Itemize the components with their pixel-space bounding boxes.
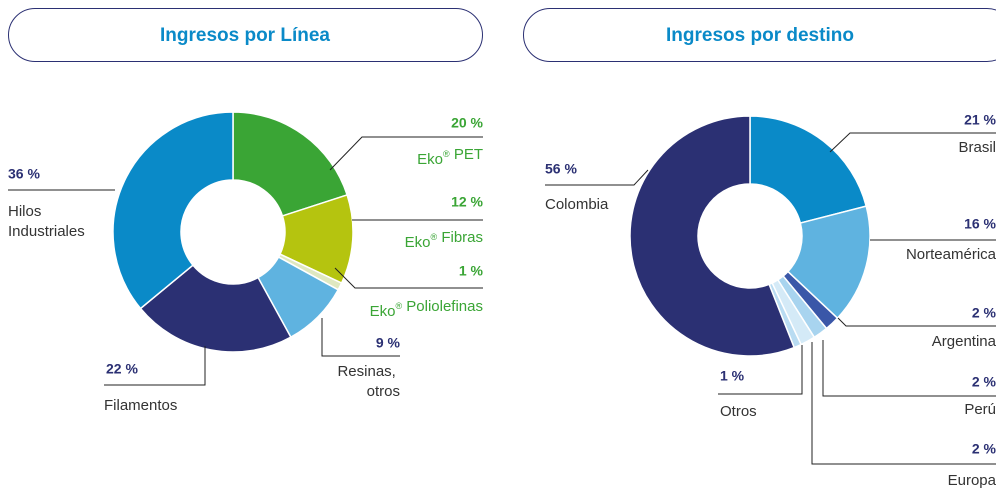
value-label: 1 % <box>459 263 484 279</box>
category-label: Eko® Poliolefinas <box>370 298 483 320</box>
category-label: Otros <box>720 403 757 420</box>
category-label: Hilos Industriales <box>8 203 85 240</box>
category-label: Filamentos <box>104 397 177 414</box>
category-label: Perú <box>964 401 996 418</box>
category-label: Colombia <box>545 196 609 213</box>
value-label: 20 % <box>451 115 483 131</box>
category-label: Norteamérica <box>906 246 996 263</box>
value-label: 9 % <box>376 335 401 351</box>
value-label: 16 % <box>964 216 996 232</box>
value-label: 2 % <box>972 441 996 457</box>
value-label: 1 % <box>720 368 745 384</box>
value-label: 21 % <box>964 112 996 128</box>
value-label: 2 % <box>972 374 996 390</box>
value-label: 12 % <box>451 194 483 210</box>
category-label: Resinas, otros <box>337 363 400 400</box>
value-label: 22 % <box>106 361 138 377</box>
category-label: Eko® Fibras <box>405 229 483 251</box>
category-label: Argentina <box>932 333 996 350</box>
category-label: Europa <box>948 472 996 489</box>
slice <box>750 116 866 223</box>
category-label: Brasil <box>958 139 996 156</box>
value-label: 2 % <box>972 305 996 321</box>
category-label: Eko® PET <box>417 146 483 168</box>
slice <box>113 112 233 308</box>
chart-title: Ingresos por destino <box>666 25 854 46</box>
value-label: 36 % <box>8 166 40 182</box>
value-label: 56 % <box>545 161 577 177</box>
chart-title: Ingresos por Línea <box>160 25 330 46</box>
